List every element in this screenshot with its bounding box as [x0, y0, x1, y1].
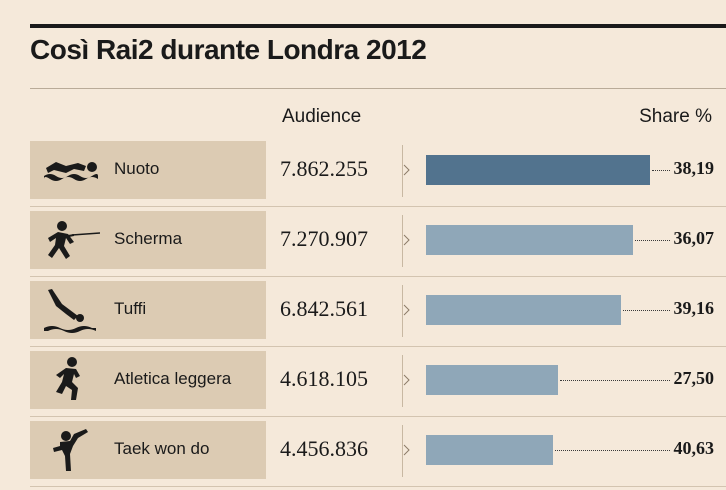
fencer-icon [40, 216, 101, 264]
leader-line [623, 310, 670, 311]
label-box: Taek won do [30, 421, 266, 479]
diver-icon [40, 286, 100, 334]
audience-bar [426, 435, 553, 465]
top-rule [30, 24, 726, 28]
row-divider [30, 276, 726, 277]
chart-row: Scherma 7.270.907 36,07 [30, 211, 726, 277]
column-divider [402, 425, 403, 477]
sport-label: Scherma [114, 229, 183, 248]
share-value: 39,16 [673, 298, 715, 318]
chart-title: Così Rai2 durante Londra 2012 [30, 34, 427, 65]
bar-area [426, 225, 670, 255]
audience-bar [426, 225, 633, 255]
share-header: Share % [639, 106, 712, 127]
sport-label: Atletica leggera [114, 369, 232, 388]
bar-area [426, 435, 670, 465]
chart-row: Tuffi 6.842.561 39,16 [30, 281, 726, 347]
column-divider [402, 355, 403, 407]
title-rule [30, 88, 726, 89]
column-divider [402, 285, 403, 337]
row-divider [30, 486, 726, 487]
column-divider [402, 215, 403, 267]
sport-label: Taek won do [114, 439, 210, 458]
audience-bar [426, 295, 621, 325]
bar-area [426, 365, 670, 395]
bar-area [426, 155, 670, 185]
row-divider [30, 206, 726, 207]
audience-bar [426, 155, 650, 185]
label-box: Tuffi [30, 281, 266, 339]
label-box: Atletica leggera [30, 351, 266, 409]
column-divider [402, 145, 403, 197]
chart-row: Taek won do 4.456.836 40,63 [30, 421, 726, 487]
chevron-right-icon [403, 232, 411, 248]
chevron-right-icon [403, 162, 411, 178]
chevron-right-icon [403, 442, 411, 458]
runner-icon [40, 356, 100, 404]
share-value: 38,19 [673, 158, 715, 178]
leader-line [555, 450, 670, 451]
chart-row: Nuoto 7.862.255 38,19 [30, 141, 726, 207]
bar-area [426, 295, 670, 325]
audience-value: 7.862.255 [280, 156, 368, 181]
audience-value: 7.270.907 [280, 226, 368, 251]
audience-value: 6.842.561 [280, 296, 368, 321]
chevron-right-icon [403, 372, 411, 388]
swimmer-icon [40, 146, 100, 194]
sport-label: Nuoto [114, 159, 160, 178]
audience-bar [426, 365, 558, 395]
chevron-right-icon [403, 302, 411, 318]
leader-line [652, 170, 670, 171]
audience-value: 4.456.836 [280, 436, 368, 461]
label-box: Nuoto [30, 141, 266, 199]
share-value: 36,07 [673, 228, 715, 248]
taekwondo-kick-icon [40, 426, 100, 474]
leader-line [635, 240, 670, 241]
audience-header: Audience [282, 106, 362, 127]
share-value: 27,50 [673, 368, 715, 388]
label-box: Scherma [30, 211, 266, 269]
share-value: 40,63 [673, 438, 715, 458]
row-divider [30, 416, 726, 417]
audience-value: 4.618.105 [280, 366, 368, 391]
chart-row: Atletica leggera 4.618.105 27,50 [30, 351, 726, 417]
row-divider [30, 346, 726, 347]
leader-line [560, 380, 670, 381]
sport-label: Tuffi [114, 299, 147, 318]
